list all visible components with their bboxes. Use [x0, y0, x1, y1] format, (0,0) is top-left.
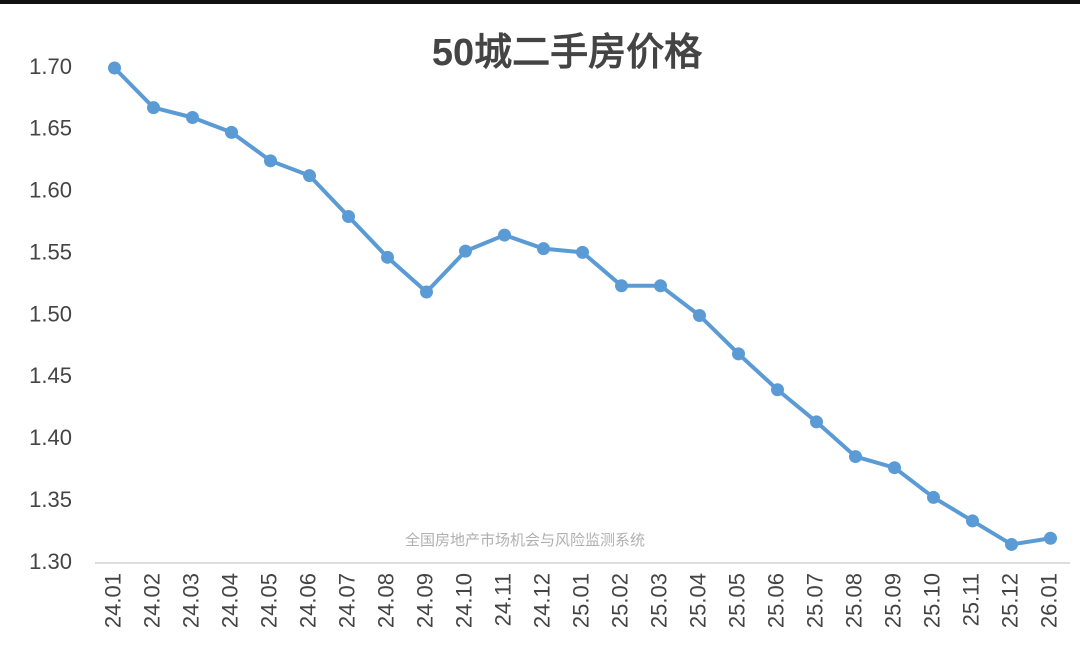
point [576, 245, 589, 259]
point [810, 415, 823, 429]
point [498, 228, 511, 242]
x-tick-label: 24.05 [256, 573, 281, 628]
point [771, 383, 784, 397]
x-tick-label: 25.04 [685, 573, 710, 628]
line-series [113, 66, 1051, 547]
x-tick-label: 24.08 [373, 573, 398, 628]
point [693, 309, 706, 322]
y-tick-label: 1.45 [29, 363, 72, 388]
point [1005, 537, 1018, 551]
x-tick-label: 25.05 [724, 573, 749, 628]
y-tick-label: 1.55 [29, 239, 72, 264]
x-tick-label: 24.04 [217, 573, 242, 628]
x-tick-label: 26.01 [1036, 573, 1061, 628]
x-tick-label: 24.06 [295, 573, 320, 628]
point [654, 279, 667, 293]
x-tick-label: 24.12 [529, 573, 554, 628]
x-tick-label: 25.12 [997, 573, 1022, 628]
y-tick-label: 1.50 [29, 301, 72, 326]
y-tick-label: 1.30 [29, 549, 72, 574]
point [342, 210, 355, 223]
chart-title: 50城二手房价格 [432, 32, 703, 74]
x-tick-label: 25.07 [802, 573, 827, 628]
point [1044, 531, 1057, 545]
point [537, 242, 550, 256]
point [966, 514, 979, 528]
point [186, 111, 199, 124]
x-tick-label: 25.10 [919, 573, 944, 628]
top-bar [0, 0, 1080, 4]
point [888, 461, 901, 475]
point [225, 125, 238, 139]
x-tick-label: 25.08 [841, 573, 866, 628]
point [108, 61, 121, 75]
x-tick-label: 24.02 [139, 573, 164, 628]
x-tick-label: 25.01 [568, 573, 593, 628]
y-tick-label: 1.60 [29, 178, 72, 203]
x-tick-label: 24.03 [178, 573, 203, 628]
point [264, 154, 277, 168]
point [615, 279, 628, 293]
point [927, 490, 940, 504]
point [303, 169, 316, 183]
x-tick-label: 25.11 [958, 573, 983, 626]
x-tick-label: 25.06 [763, 573, 788, 628]
point [147, 101, 160, 115]
y-tick-label: 1.70 [29, 54, 72, 79]
x-tick-label: 24.09 [412, 573, 437, 628]
y-tick-label: 1.40 [29, 425, 72, 450]
x-tick-label: 24.07 [334, 573, 359, 628]
x-tick-label: 25.03 [646, 573, 671, 628]
x-tick-label: 24.01 [100, 573, 125, 628]
point [381, 250, 394, 264]
y-tick-label: 1.35 [29, 487, 72, 512]
point [732, 347, 745, 361]
point [459, 244, 472, 258]
x-tick-label: 25.09 [880, 573, 905, 628]
watermark: 全国房地产市场机会与风险监测系统 [405, 531, 645, 549]
point [849, 450, 862, 464]
x-tick-label: 25.02 [607, 573, 632, 628]
point [420, 285, 433, 299]
y-tick-label: 1.65 [29, 116, 72, 141]
x-tick-label: 24.10 [451, 573, 476, 628]
x-tick-label: 24.11 [490, 573, 515, 626]
